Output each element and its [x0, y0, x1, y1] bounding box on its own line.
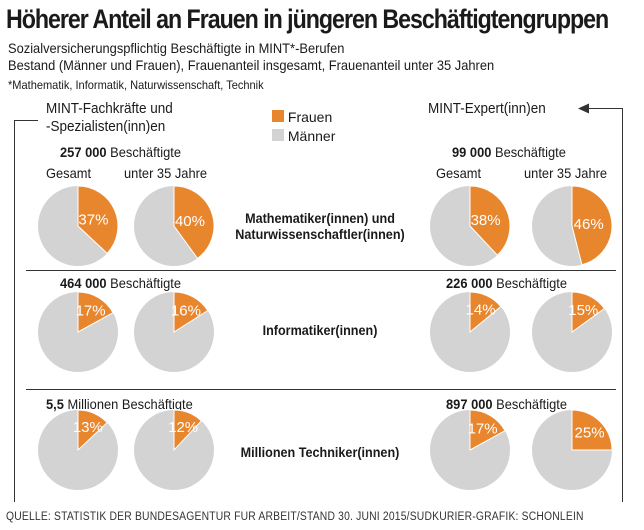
row1-left-total-unit: Beschäftigte	[110, 144, 182, 160]
pie-slice-frauen	[571, 291, 606, 333]
pie-label: 25%	[575, 424, 605, 441]
row1-right-total: 99 000 Beschäftigte	[452, 144, 566, 160]
pie-label: 15%	[568, 302, 598, 319]
source-note: QUELLE: STATISTIK DER BUNDESAGENTUR FÜR …	[6, 511, 584, 523]
row3-right-total-number: 897 000	[446, 396, 493, 412]
row1-left-gesamt: Gesamt	[46, 165, 92, 181]
pie-chart-1: 37%	[38, 185, 119, 266]
row2-right-total: 226 000 Beschäftigte	[446, 275, 567, 291]
pie-chart-6: 16%	[134, 291, 214, 372]
bracket-left-top	[14, 120, 38, 121]
row2-right-total-number: 226 000	[446, 275, 493, 291]
pie-label: 17%	[76, 303, 106, 320]
pie-chart-4: 46%	[532, 185, 613, 266]
column-heading-left-line2: -Spezialisten(inn)en	[46, 118, 166, 135]
column-heading-left-line1: MINT-Fachkräfte und	[46, 100, 173, 117]
pie-chart-3: 38%	[430, 185, 511, 266]
pie-label: 46%	[574, 216, 604, 233]
legend: Frauen Männer	[272, 109, 335, 144]
pie-label: 16%	[171, 302, 201, 319]
pie-slice-frauen	[173, 291, 209, 333]
row3-left-total-unit: Millionen Beschäftigte	[67, 396, 193, 412]
pie-chart-2: 40%	[134, 185, 215, 266]
arrow-head-icon	[578, 103, 589, 114]
pie-chart-10: 12%	[134, 409, 214, 490]
chart-title: Höherer Anteil an Frauen in jüngeren Bes…	[6, 4, 609, 34]
row2-category-line1: Informatiker(innen)	[262, 322, 378, 338]
pie-label: 13%	[73, 419, 103, 436]
chart-subtitle-2: Bestand (Männer und Frauen), Frauenantei…	[8, 57, 495, 73]
legend-label-frauen: Frauen	[287, 109, 333, 125]
row1-left-total-number: 257 000	[60, 144, 107, 160]
pie-chart-11: 17%	[430, 409, 510, 490]
row2-left-total-unit: Beschäftigte	[110, 275, 182, 291]
row1-right-total-number: 99 000	[452, 144, 492, 160]
pie-chart-12: 25%	[532, 409, 613, 490]
row-separator-1	[26, 270, 616, 271]
pie-chart-9: 13%	[38, 409, 118, 490]
pie-chart-7: 14%	[430, 291, 510, 372]
row3-category: Millionen Techniker(innen)	[221, 444, 419, 460]
row1-left-unter35: unter 35 Jahre	[124, 165, 208, 181]
legend-item-maenner: Männer	[272, 128, 335, 144]
pie-slice-frauen	[469, 291, 502, 334]
pie-label: 40%	[175, 213, 205, 230]
pie-slice-frauen	[469, 185, 511, 256]
pie-label: 37%	[78, 211, 108, 228]
pie-label: 14%	[466, 302, 496, 319]
pie-label: 38%	[471, 212, 501, 229]
pie-slice-frauen	[173, 409, 203, 452]
pie-slice-frauen	[571, 409, 613, 451]
pie-label: 12%	[168, 419, 198, 436]
legend-label-maenner: Männer	[287, 128, 336, 144]
legend-item-frauen: Frauen	[272, 109, 335, 125]
row2-right-total-unit: Beschäftigte	[496, 275, 568, 291]
legend-swatch-frauen	[272, 110, 284, 122]
column-heading-left: MINT-Fachkräfte und -Spezialisten(inn)en	[46, 100, 173, 136]
chart-footnote: *Mathematik, Informatik, Naturwissenscha…	[8, 78, 264, 92]
row1-right-total-unit: Beschäftigte	[494, 144, 566, 160]
legend-swatch-maenner	[272, 129, 284, 141]
chart-subtitle-1: Sozialversicherungspflichtig Beschäftigt…	[8, 40, 345, 56]
pie-label: 17%	[468, 421, 498, 438]
row3-category-line1: Millionen Techniker(innen)	[240, 444, 400, 460]
row3-right-total-unit: Beschäftigte	[496, 396, 568, 412]
bracket-right-top	[586, 108, 622, 109]
pie-chart-5: 17%	[38, 291, 118, 372]
pie-slice-frauen	[77, 291, 114, 333]
row1-category-line2: Naturwissenschaftler(innen)	[235, 226, 405, 242]
column-heading-right: MINT-Expert(inn)en	[428, 100, 546, 117]
row1-right-gesamt: Gesamt	[436, 165, 482, 181]
row1-right-unter35: unter 35 Jahre	[524, 165, 608, 181]
bracket-left-vertical	[14, 120, 15, 502]
row3-right-total: 897 000 Beschäftigte	[446, 396, 567, 412]
row1-category: Mathematiker(innen) und Naturwissenschaf…	[221, 210, 419, 242]
bracket-right-vertical	[622, 108, 623, 502]
row2-category: Informatiker(innen)	[221, 322, 419, 338]
pie-slice-frauen	[571, 185, 613, 266]
row-separator-2	[26, 389, 616, 390]
pie-slice-frauen	[77, 185, 119, 255]
row1-left-total: 257 000 Beschäftigte	[60, 144, 181, 160]
pie-chart-8: 15%	[532, 291, 612, 372]
row3-left-total: 5,5 Millionen Beschäftigte	[46, 396, 193, 412]
row1-category-line1: Mathematiker(innen) und	[245, 210, 395, 226]
pie-slice-frauen	[173, 185, 215, 260]
pie-slice-frauen	[469, 409, 506, 451]
row2-left-total: 464 000 Beschäftigte	[60, 275, 181, 291]
row3-left-total-number: 5,5	[46, 396, 64, 412]
pie-slice-frauen	[77, 409, 108, 452]
row2-left-total-number: 464 000	[60, 275, 107, 291]
